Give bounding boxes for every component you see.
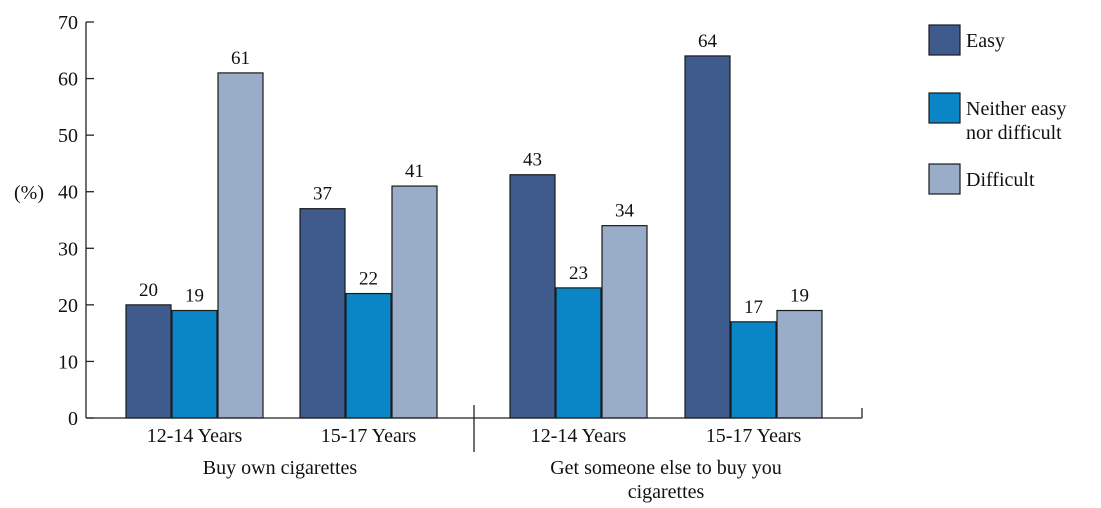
- legend-swatch: [928, 24, 961, 56]
- x-axis: 12-14 Years 15-17 Years 12-14 Years 15-17 Y…: [86, 405, 863, 503]
- x-group-label: Buy own cigarettes: [203, 457, 358, 479]
- legend-label-line: Difficult: [966, 169, 1035, 191]
- y-tick-label: 10: [58, 351, 78, 373]
- y-axis-label: (%): [14, 182, 44, 204]
- x-category-label: 12-14 Years: [147, 425, 243, 447]
- legend-label: Easy: [966, 30, 1005, 52]
- legend-label: Neither easy nor difficult: [966, 98, 1067, 144]
- bars: 20 19 61 37 22 41 43 23 34 64 17 19: [125, 31, 823, 419]
- x-group-label: Get someone else to buy you cigarettes: [550, 457, 782, 503]
- bar: [345, 292, 392, 419]
- y-axis: 0 10 20 30 40 50 60 70: [58, 12, 94, 430]
- bar: [125, 304, 172, 419]
- bar: [391, 185, 438, 419]
- bar: [730, 321, 777, 419]
- bar: [217, 72, 264, 419]
- y-tick-label: 20: [58, 295, 78, 317]
- bar: [601, 225, 648, 419]
- y-tick-label: 70: [58, 12, 78, 34]
- legend-swatch: [928, 92, 961, 124]
- x-group-label-line: cigarettes: [628, 481, 705, 503]
- data-label: 43: [523, 150, 542, 171]
- legend-label: Difficult: [966, 169, 1035, 191]
- bar: [555, 287, 602, 419]
- x-group-label-line: Buy own cigarettes: [203, 457, 358, 479]
- bar: [171, 309, 218, 419]
- data-label: 17: [744, 297, 763, 318]
- y-tick-label: 50: [58, 125, 78, 147]
- data-label: 34: [615, 201, 635, 222]
- data-label: 23: [569, 263, 588, 284]
- data-label: 61: [231, 48, 250, 69]
- data-label: 41: [405, 161, 424, 182]
- bar: [299, 208, 346, 419]
- x-group-label-line: Get someone else to buy you: [550, 457, 782, 479]
- data-label: 64: [698, 31, 718, 52]
- x-category-label: 12-14 Years: [531, 425, 627, 447]
- legend-label-line: Neither easy: [966, 98, 1067, 120]
- y-tick-label: 30: [58, 238, 78, 260]
- legend: Easy Neither easy nor difficult Difficult: [928, 24, 1067, 195]
- legend-label-line: nor difficult: [966, 122, 1062, 144]
- data-label: 37: [313, 184, 332, 205]
- bar: [509, 174, 556, 419]
- y-tick-label: 40: [58, 182, 78, 204]
- data-label: 19: [790, 286, 809, 307]
- legend-swatch: [928, 163, 961, 195]
- bar: [684, 55, 731, 419]
- bar: [776, 309, 823, 419]
- y-tick-label: 0: [68, 408, 78, 430]
- data-label: 19: [185, 286, 204, 307]
- y-tick-label: 60: [58, 69, 78, 91]
- data-label: 20: [139, 280, 158, 301]
- legend-label-line: Easy: [966, 30, 1005, 52]
- data-label: 22: [359, 269, 378, 290]
- x-category-label: 15-17 Years: [321, 425, 417, 447]
- x-category-label: 15-17 Years: [706, 425, 802, 447]
